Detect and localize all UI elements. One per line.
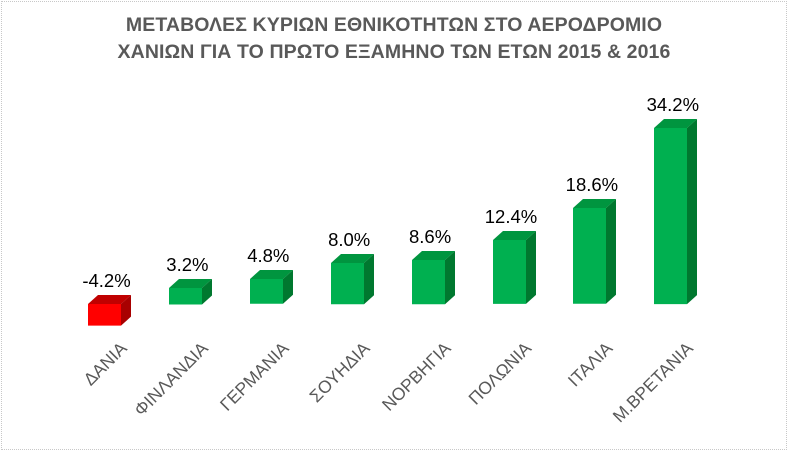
value-label: 12.4% — [484, 206, 538, 228]
bar-front-face — [249, 279, 283, 304]
category-label: ΓΕΡΜΑΝΙΑ — [215, 338, 293, 415]
bar-top-face — [411, 250, 455, 260]
bar-side-face — [525, 231, 536, 304]
bar-side-face — [606, 199, 617, 304]
bar-4 — [330, 253, 374, 304]
bar-1 — [88, 295, 131, 326]
bar-side-face — [201, 278, 212, 304]
bar-side-face — [121, 295, 131, 326]
bar-side-face — [363, 253, 374, 304]
bar-side-face — [687, 118, 698, 304]
bar-top-face — [654, 118, 698, 128]
bar-8 — [654, 118, 698, 304]
value-label: 18.6% — [565, 174, 619, 196]
bar-top-face — [168, 278, 212, 288]
category-label: ΙΤΑΛΙΑ — [563, 338, 617, 391]
bar-front-face — [330, 262, 364, 304]
chart-title-line-1: ΜΕΤΑΒΟΛΕΣ ΚΥΡΙΩΝ ΕΘΝΙΚΟΤΗΤΩΝ ΣΤΟ ΑΕΡΟΔΡΟ… — [125, 14, 663, 36]
bar-5 — [411, 250, 455, 304]
category-label: ΣΟΥΗΔΙΑ — [305, 338, 374, 407]
category-label: ΦΙΝΛΑΝΔΙΑ — [129, 338, 212, 420]
chart-title-line-2: ΧΑΝΙΩΝ ΓΙΑ ΤΟ ΠΡΩΤΟ ΕΞΑΜΗΝΟ ΤΩΝ ΕΤΩΝ 201… — [117, 41, 671, 63]
bar-front-face — [168, 287, 202, 304]
bar-top-face — [573, 199, 617, 209]
bar-top-face — [249, 270, 293, 280]
chart-title: ΜΕΤΑΒΟΛΕΣ ΚΥΡΙΩΝ ΕΘΝΙΚΟΤΗΤΩΝ ΣΤΟ ΑΕΡΟΔΡΟ… — [0, 12, 788, 66]
value-label: -4.2% — [82, 270, 131, 291]
value-label: 3.2% — [166, 253, 209, 275]
bar-front-face — [654, 127, 688, 304]
category-label: Μ.ΒΡΕΤΑΝΙΑ — [608, 338, 697, 427]
bar-top-face — [492, 231, 536, 241]
value-label: 8.6% — [409, 225, 452, 247]
category-label: ΔΑΝΙΑ — [79, 338, 131, 390]
category-label: ΠΟΛΩΝΙΑ — [464, 338, 536, 409]
bar-3 — [249, 270, 293, 304]
bar-7 — [573, 199, 617, 304]
bar-2 — [168, 278, 212, 304]
bar-side-face — [444, 250, 455, 304]
bar-6 — [492, 231, 536, 304]
bar-side-face — [282, 270, 293, 304]
value-label: 34.2% — [646, 93, 700, 115]
bar-front-face — [573, 208, 607, 304]
bar-front-face — [492, 240, 526, 304]
bar-top-face — [88, 295, 131, 304]
bar-top-face — [330, 253, 374, 263]
value-label: 8.0% — [328, 228, 371, 250]
bar-front-face — [88, 304, 121, 326]
value-label: 4.8% — [247, 245, 290, 267]
bar-front-face — [411, 259, 445, 304]
category-label: ΝΟΡΒΗΓΙΑ — [377, 338, 455, 415]
